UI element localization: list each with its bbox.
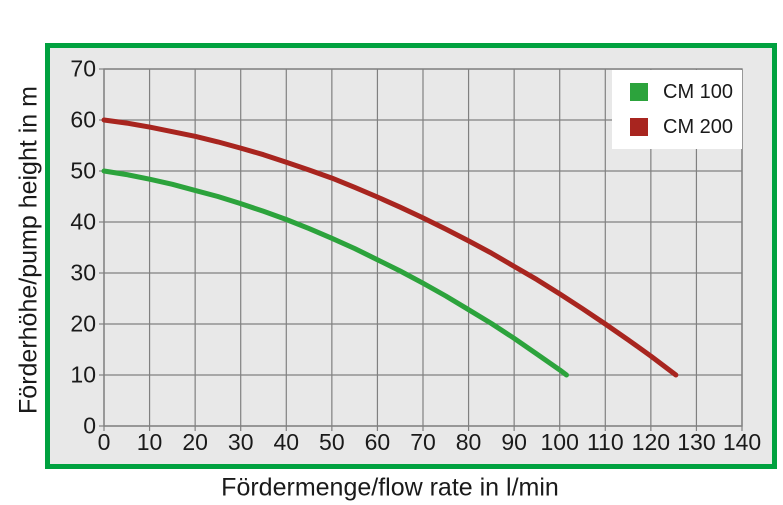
y-tick-label: 30 xyxy=(70,259,96,286)
x-tick-label: 70 xyxy=(410,429,436,455)
x-axis-title: Fördermenge/flow rate in l/min xyxy=(221,473,559,502)
x-tick-label: 140 xyxy=(722,429,762,455)
legend-label-cm200: CM 200 xyxy=(663,115,734,138)
axes-frame xyxy=(103,68,743,427)
y-tick-label: 60 xyxy=(70,106,96,133)
x-tick-label: 50 xyxy=(319,429,345,455)
legend: CM 100 CM 200 xyxy=(612,70,742,149)
x-tick-label: 80 xyxy=(455,429,482,455)
x-tick-label: 0 xyxy=(97,429,111,455)
x-tick-label: 40 xyxy=(273,429,300,455)
x-tick-label: 130 xyxy=(677,429,716,455)
y-tick-label: 20 xyxy=(70,310,96,337)
x-tick-label: 110 xyxy=(586,429,624,455)
curve-cm200 xyxy=(101,117,679,378)
y-tick-label: 40 xyxy=(70,208,96,235)
x-tick-label: 60 xyxy=(364,429,391,455)
y-tick-label: 10 xyxy=(70,361,96,388)
curve-cm100 xyxy=(101,168,569,378)
y-tick-label: 50 xyxy=(70,157,96,184)
x-tick-label: 30 xyxy=(227,429,254,455)
x-tick-label: 90 xyxy=(501,429,527,455)
x-tick-label: 20 xyxy=(182,429,208,455)
y-tick-label: 0 xyxy=(83,412,96,439)
x-tick-label: 100 xyxy=(540,429,579,455)
legend-item-cm100: CM 100 xyxy=(630,81,742,104)
y-tick-label: 70 xyxy=(70,55,96,82)
cm200-color-swatch xyxy=(630,118,648,136)
x-tick-label: 120 xyxy=(631,429,671,455)
legend-item-cm200: CM 200 xyxy=(630,116,742,139)
legend-label-cm100: CM 100 xyxy=(663,80,734,103)
x-tick-label: 10 xyxy=(136,429,163,455)
cm100-color-swatch xyxy=(630,83,648,101)
